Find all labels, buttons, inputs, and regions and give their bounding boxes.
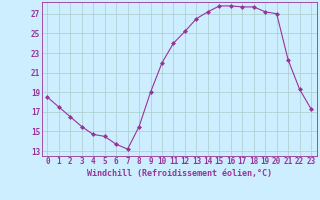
- X-axis label: Windchill (Refroidissement éolien,°C): Windchill (Refroidissement éolien,°C): [87, 169, 272, 178]
